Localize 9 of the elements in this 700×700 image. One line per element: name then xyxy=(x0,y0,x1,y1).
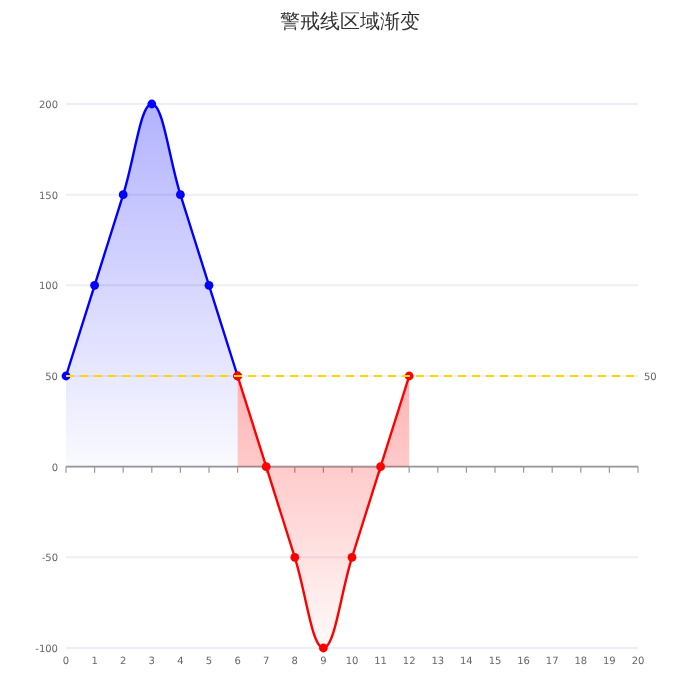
point xyxy=(290,552,300,562)
point xyxy=(118,190,128,200)
point xyxy=(147,99,157,109)
point xyxy=(319,643,328,653)
point xyxy=(347,552,357,562)
point xyxy=(90,280,99,290)
point xyxy=(204,280,214,290)
point xyxy=(176,190,185,200)
chart-title: 警戒线区域渐变 xyxy=(280,10,420,34)
